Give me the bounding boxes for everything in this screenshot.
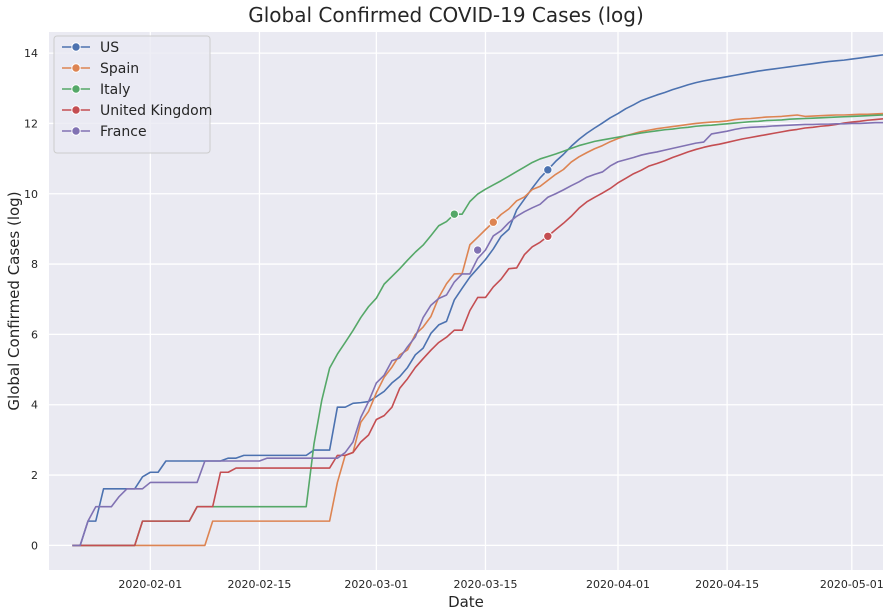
x-axis-title: Date	[448, 593, 484, 611]
legend-swatch-marker	[71, 84, 81, 94]
legend-item-united-kingdom: United Kingdom	[62, 103, 212, 119]
series-line-france	[72, 121, 883, 547]
y-tick-label: 6	[31, 328, 38, 341]
legend-swatch-marker	[71, 63, 81, 73]
legend-box	[53, 35, 211, 154]
y-tick-label: 12	[24, 117, 38, 130]
series-marker-united-kingdom	[543, 231, 553, 241]
chart-title: Global Confirmed COVID-19 Cases (log)	[248, 3, 644, 27]
legend-item-italy: Italy	[62, 82, 130, 98]
y-tick-label: 10	[24, 188, 38, 201]
legend-item-us: US	[62, 40, 119, 56]
series-line-united-kingdom	[72, 118, 884, 547]
y-axis-title: Global Confirmed Cases (log)	[5, 191, 23, 410]
legend-item-france: France	[62, 124, 147, 140]
x-tick-label: 2020-04-01	[586, 578, 650, 591]
legend-label: United Kingdom	[100, 103, 212, 119]
x-tick-label: 2020-05-01	[820, 578, 884, 591]
y-tick-label: 0	[31, 539, 38, 552]
series-marker-italy	[449, 209, 460, 219]
x-axis-ticks: 2020-02-01 2020-02-15 2020-03-01 2020-03-15…	[118, 578, 883, 591]
y-axis-ticks: 0 2 4 6 8 10 12 14	[24, 47, 38, 552]
x-tick-label: 2020-02-01	[118, 578, 182, 591]
legend-label: Spain	[100, 61, 139, 77]
legend-swatch-marker	[71, 126, 81, 136]
series-line-italy	[72, 114, 884, 547]
x-tick-label: 2020-03-15	[454, 578, 518, 591]
series-markers	[449, 165, 553, 255]
y-tick-label: 14	[24, 47, 38, 60]
series-marker-us	[543, 165, 553, 175]
y-tick-label: 4	[31, 399, 38, 412]
legend-swatch-marker	[71, 42, 81, 52]
y-tick-label: 8	[31, 258, 38, 271]
series-marker-france	[472, 245, 483, 255]
series-lines	[72, 54, 884, 547]
legend-label: Italy	[100, 82, 130, 98]
y-tick-label: 2	[31, 469, 38, 482]
legend-swatch-marker	[71, 105, 81, 115]
legend-label: US	[100, 40, 119, 56]
series-line-spain	[72, 112, 884, 547]
x-tick-label: 2020-04-15	[695, 578, 759, 591]
legend-label: France	[100, 124, 147, 140]
series-marker-spain	[488, 217, 498, 227]
legend: US Spain Italy United Kingdom France	[53, 35, 212, 154]
x-tick-label: 2020-03-01	[344, 578, 408, 591]
x-tick-label: 2020-02-15	[227, 578, 291, 591]
legend-item-spain: Spain	[62, 61, 139, 77]
